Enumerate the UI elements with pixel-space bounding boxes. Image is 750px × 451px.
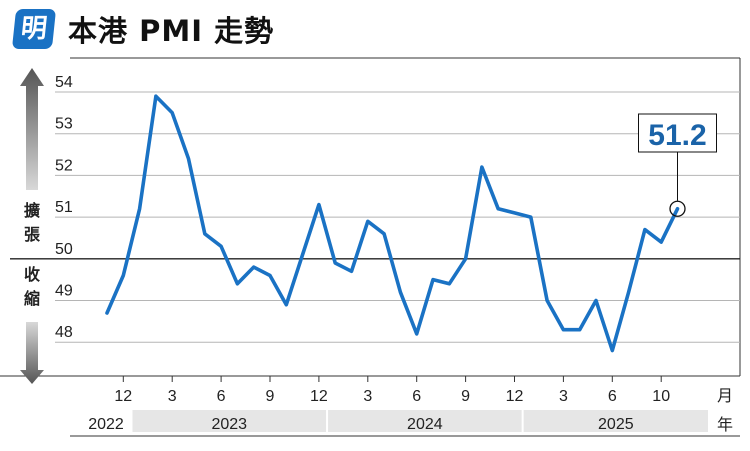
y-tick-label: 50 bbox=[55, 241, 73, 258]
y-tick-label: 53 bbox=[55, 116, 73, 133]
expand-label-1: 擴 bbox=[24, 201, 40, 220]
year-label: 2024 bbox=[407, 416, 443, 433]
x-tick-label: 6 bbox=[412, 388, 421, 405]
x-tick-label: 9 bbox=[266, 388, 275, 405]
x-tick-label: 3 bbox=[559, 388, 568, 405]
year-label: 2022 bbox=[88, 416, 124, 433]
y-tick-label: 51 bbox=[55, 199, 73, 216]
x-tick-label: 6 bbox=[608, 388, 617, 405]
y-tick-label: 54 bbox=[55, 74, 73, 91]
chart-title: 本港 PMI 走勢 bbox=[68, 14, 275, 48]
x-tick-label: 6 bbox=[217, 388, 226, 405]
contract-label-2: 縮 bbox=[24, 289, 40, 308]
x-tick-label: 12 bbox=[506, 388, 524, 405]
y-tick-label: 49 bbox=[55, 283, 73, 300]
x-unit-label: 月 bbox=[717, 386, 733, 405]
x-tick-label: 9 bbox=[461, 388, 470, 405]
year-band bbox=[132, 410, 327, 432]
x-tick-label: 10 bbox=[652, 388, 670, 405]
expand-arrow bbox=[20, 68, 44, 190]
callout-marker bbox=[669, 200, 686, 217]
x-tick-label: 3 bbox=[168, 388, 177, 405]
y-tick-label: 52 bbox=[55, 157, 73, 174]
year-band bbox=[523, 410, 708, 432]
callout-box bbox=[638, 113, 717, 153]
callout-value: 51.2 bbox=[648, 119, 706, 152]
year-label: 2023 bbox=[211, 416, 247, 433]
x-tick-label: 12 bbox=[114, 388, 132, 405]
year-band bbox=[328, 410, 522, 432]
grid-layer: 48 49 50 51 52 53 54 bbox=[10, 74, 740, 343]
year-unit-label: 年 bbox=[717, 415, 733, 434]
y-tick-label: 48 bbox=[55, 324, 73, 341]
expand-label-2: 張 bbox=[24, 225, 41, 244]
year-label: 2025 bbox=[598, 416, 634, 433]
pmi-series-line bbox=[105, 94, 680, 353]
x-tick-label: 3 bbox=[363, 388, 372, 405]
contract-arrow bbox=[20, 322, 44, 384]
series-layer bbox=[105, 94, 680, 353]
tick-layer: 12 3 6 9 12 3 6 9 12 3 6 10 bbox=[114, 376, 670, 405]
x-tick-label: 12 bbox=[310, 388, 328, 405]
contract-label-1: 收 bbox=[24, 265, 40, 284]
callout-layer: 51.2 bbox=[638, 113, 717, 217]
year-band-layer: 2022 2023 2024 2025 bbox=[88, 410, 708, 433]
